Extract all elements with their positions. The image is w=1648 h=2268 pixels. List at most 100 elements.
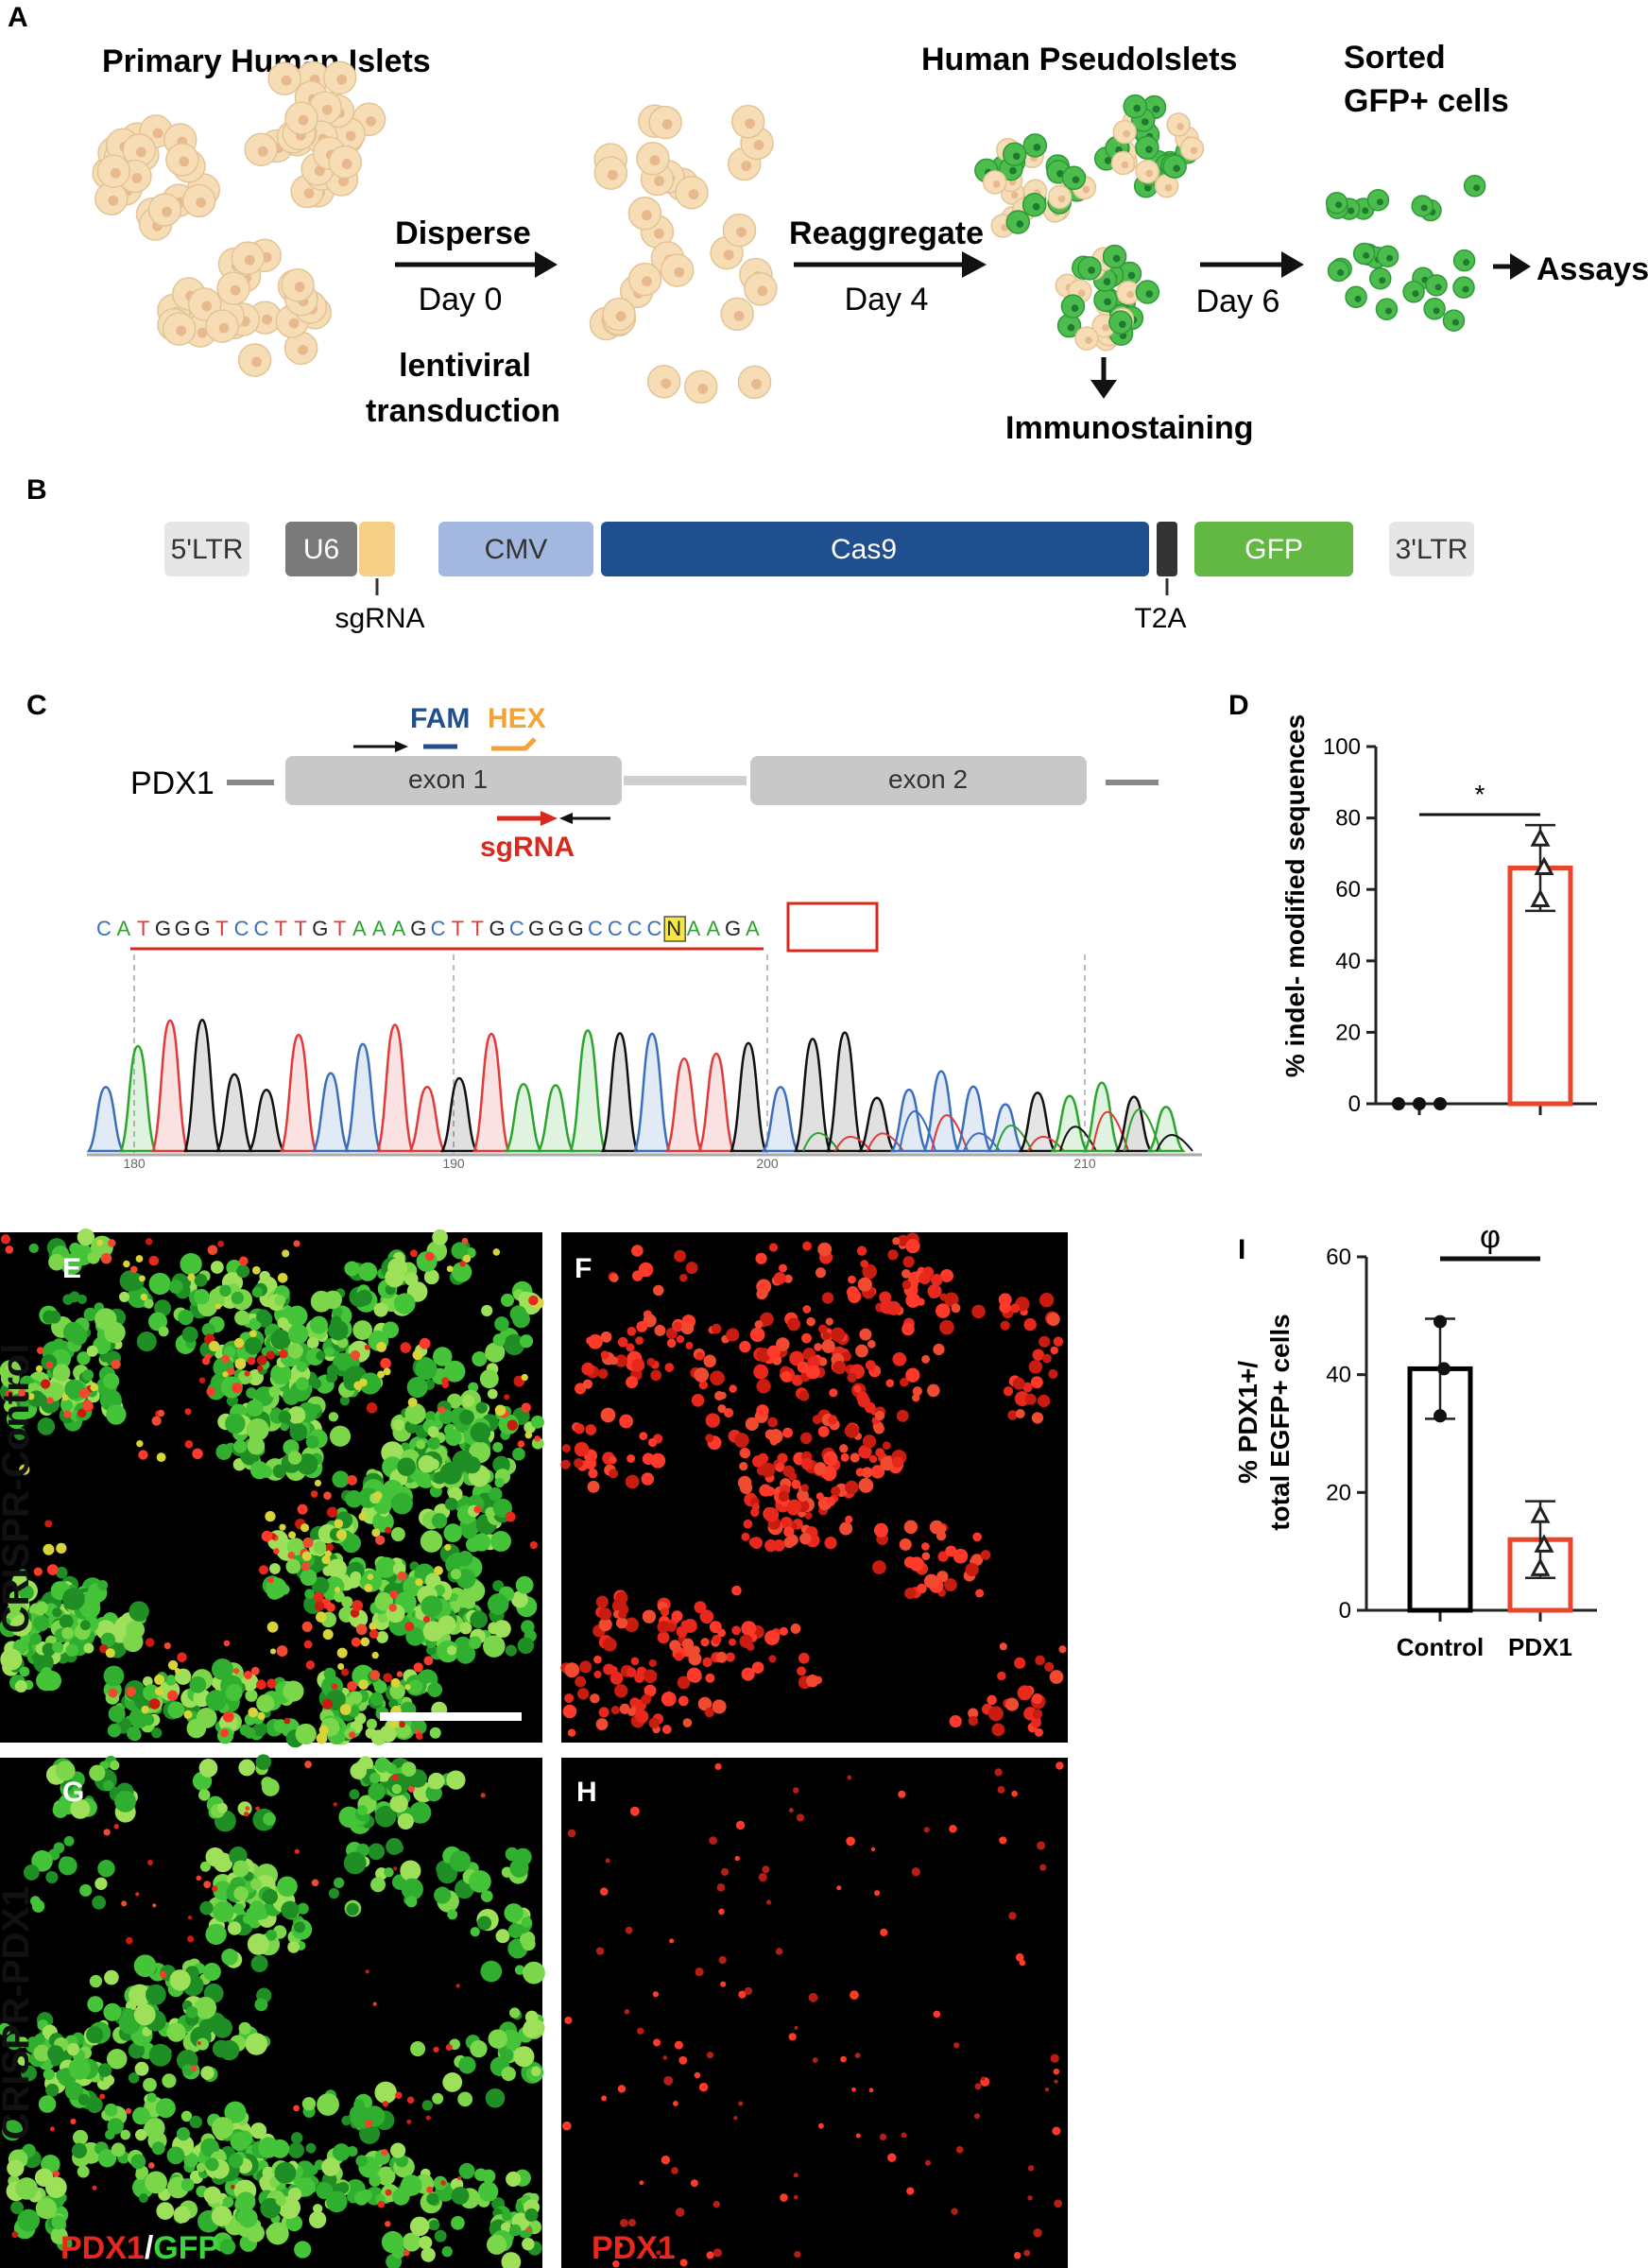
cell-signal: [981, 2076, 986, 2081]
cell-signal: [233, 1886, 249, 1901]
cell-signal: [77, 1351, 91, 1366]
cell-signal: [733, 1433, 749, 1449]
cell-signal: [1035, 1655, 1045, 1666]
cell-signal: [674, 1249, 686, 1263]
cell-signal: [151, 1416, 162, 1426]
cell-signal: [459, 1622, 472, 1635]
cell-signal: [790, 1624, 801, 1634]
cell-signal: [251, 1286, 264, 1298]
cell-signal: [821, 1339, 835, 1353]
cell-signal: [472, 1350, 488, 1367]
cell-signal: [381, 2230, 404, 2254]
cell-signal: [657, 1620, 670, 1634]
sgrna-construct-label: sgRNA: [335, 603, 424, 634]
cell-signal: [17, 2053, 29, 2066]
cell-signal: [677, 1675, 691, 1690]
cell-signal: [521, 1620, 535, 1634]
cell-signal: [821, 1292, 834, 1304]
cell-signal: [690, 2179, 698, 2188]
cell-signal: [385, 1526, 392, 1534]
cell-signal: [791, 1374, 803, 1386]
sequence-base: T: [471, 917, 483, 940]
cell-signal: [489, 1486, 503, 1502]
cell-signal: [328, 1412, 339, 1422]
cell-signal: [249, 1878, 262, 1890]
cell-signal: [517, 1637, 535, 1655]
cell-signal: [726, 1328, 740, 1342]
cell-signal: [798, 1390, 810, 1401]
cell-signal: [13, 1427, 26, 1441]
cell-signal: [426, 2192, 439, 2206]
cell-signal: [851, 2087, 856, 2092]
cell-signal: [427, 1426, 439, 1438]
significance-mark: *: [1475, 780, 1485, 809]
cell-signal: [1011, 1790, 1018, 1797]
chromatogram-peak: [376, 1023, 414, 1153]
y-tick-label: 20: [1326, 1480, 1351, 1505]
cell-signal: [154, 1674, 165, 1685]
chromatogram-peak: [569, 1029, 607, 1153]
cell-signal: [279, 1523, 286, 1531]
cell-signal: [660, 1607, 670, 1617]
cell-signal: [374, 1535, 386, 1545]
cell-signal: [510, 1590, 528, 1608]
cell-signal: [756, 1404, 769, 1418]
cell-signal: [151, 1727, 163, 1739]
cell-signal: [634, 1673, 644, 1683]
cell-signal: [77, 1228, 95, 1246]
y-tick-label: 40: [1326, 1363, 1351, 1388]
ltr3-label: 3'LTR: [1396, 534, 1468, 565]
cell-signal: [37, 1418, 56, 1435]
cell-signal: [306, 1336, 319, 1349]
cell-signal: [326, 2191, 348, 2213]
cell-signal: [694, 2071, 701, 2079]
cell-signal: [756, 1379, 771, 1394]
cell-signal: [294, 1848, 300, 1854]
cell-signal: [0, 1648, 23, 1671]
cell-signal: [410, 1719, 427, 1735]
cell-signal: [593, 1670, 602, 1679]
cell-signal: [99, 2093, 106, 2100]
cell-signal: [63, 1410, 72, 1418]
cell-signal: [741, 1667, 755, 1681]
disperse-label: Disperse: [395, 215, 531, 251]
chromatogram-peak: [601, 1032, 639, 1153]
cell-signal: [500, 2048, 514, 2063]
cell-signal: [247, 1436, 266, 1455]
cell-signal: [738, 2101, 744, 2106]
cell-signal: [311, 1378, 322, 1389]
cell-signal: [405, 1896, 418, 1908]
cell-signal: [665, 1327, 678, 1340]
cell-signal: [431, 1513, 448, 1529]
cell-signal: [403, 2249, 410, 2257]
chromatogram-peak: [1146, 1106, 1186, 1153]
cell-signal: [223, 1640, 231, 1647]
islet-cell: [162, 312, 197, 346]
cell-signal: [288, 2141, 304, 2158]
stain-sep: /: [145, 2230, 154, 2266]
cell-signal: [248, 1707, 259, 1718]
cell-signal: [574, 1458, 584, 1469]
cell-signal: [177, 1652, 187, 1662]
cell-signal: [898, 1790, 906, 1798]
cell-signal: [385, 2221, 391, 2227]
cell-signal: [829, 1388, 838, 1398]
cell-signal: [768, 1429, 783, 1444]
gfp-cell: [1369, 266, 1392, 290]
cell-signal: [699, 1609, 714, 1624]
cell-signal: [564, 1693, 575, 1704]
cell-signal: [432, 1228, 448, 1246]
cell-signal: [369, 1772, 381, 1784]
cell-signal: [62, 1294, 74, 1305]
cell-signal: [334, 1590, 345, 1603]
gfp-cell: [1005, 210, 1031, 234]
cell-signal: [178, 1309, 194, 1326]
cell-signal: [720, 1867, 730, 1876]
cell-signal: [205, 1690, 227, 1711]
islet-cell: [660, 253, 695, 287]
cell-signal: [390, 2142, 406, 2158]
cell-signal: [777, 1452, 788, 1464]
cell-signal: [38, 2095, 57, 2113]
cell-signal: [351, 1637, 361, 1647]
cell-signal: [1037, 1394, 1051, 1408]
